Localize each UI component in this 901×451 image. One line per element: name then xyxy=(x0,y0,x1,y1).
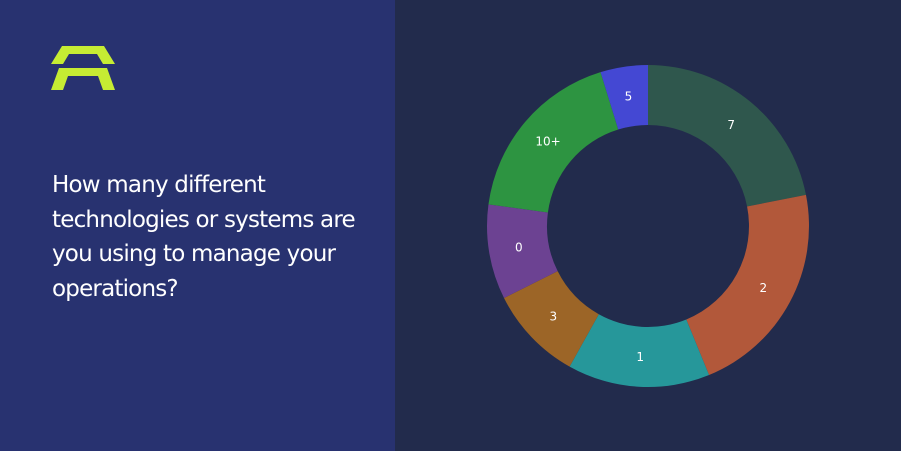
chart-panel: 7 2 1 3 0 10+ 5 xyxy=(395,0,901,451)
slice-label-4: 0 xyxy=(515,240,523,254)
donut-slices xyxy=(487,65,809,387)
donut-slice-3 xyxy=(504,271,599,367)
slice-label-1: 2 xyxy=(760,281,768,295)
slice-label-2: 1 xyxy=(636,350,644,364)
slice-label-0: 7 xyxy=(727,118,735,132)
slice-label-6: 5 xyxy=(625,89,633,103)
question-heading: How many different technologies or syste… xyxy=(52,172,356,302)
donut-chart: 7 2 1 3 0 10+ 5 xyxy=(487,65,809,387)
left-panel: How many different technologies or syste… xyxy=(0,0,395,451)
donut-slice-1 xyxy=(686,194,809,375)
slice-label-5: 10+ xyxy=(535,134,560,148)
donut-labels: 7 2 1 3 0 10+ 5 xyxy=(515,89,767,363)
brand-logo-icon xyxy=(51,46,115,90)
donut-slice-6 xyxy=(600,65,648,130)
donut-slice-5 xyxy=(488,72,619,213)
slice-label-3: 3 xyxy=(549,310,557,324)
donut-slice-0 xyxy=(648,65,806,207)
donut-slice-2 xyxy=(569,314,710,387)
donut-slice-4 xyxy=(487,204,558,299)
